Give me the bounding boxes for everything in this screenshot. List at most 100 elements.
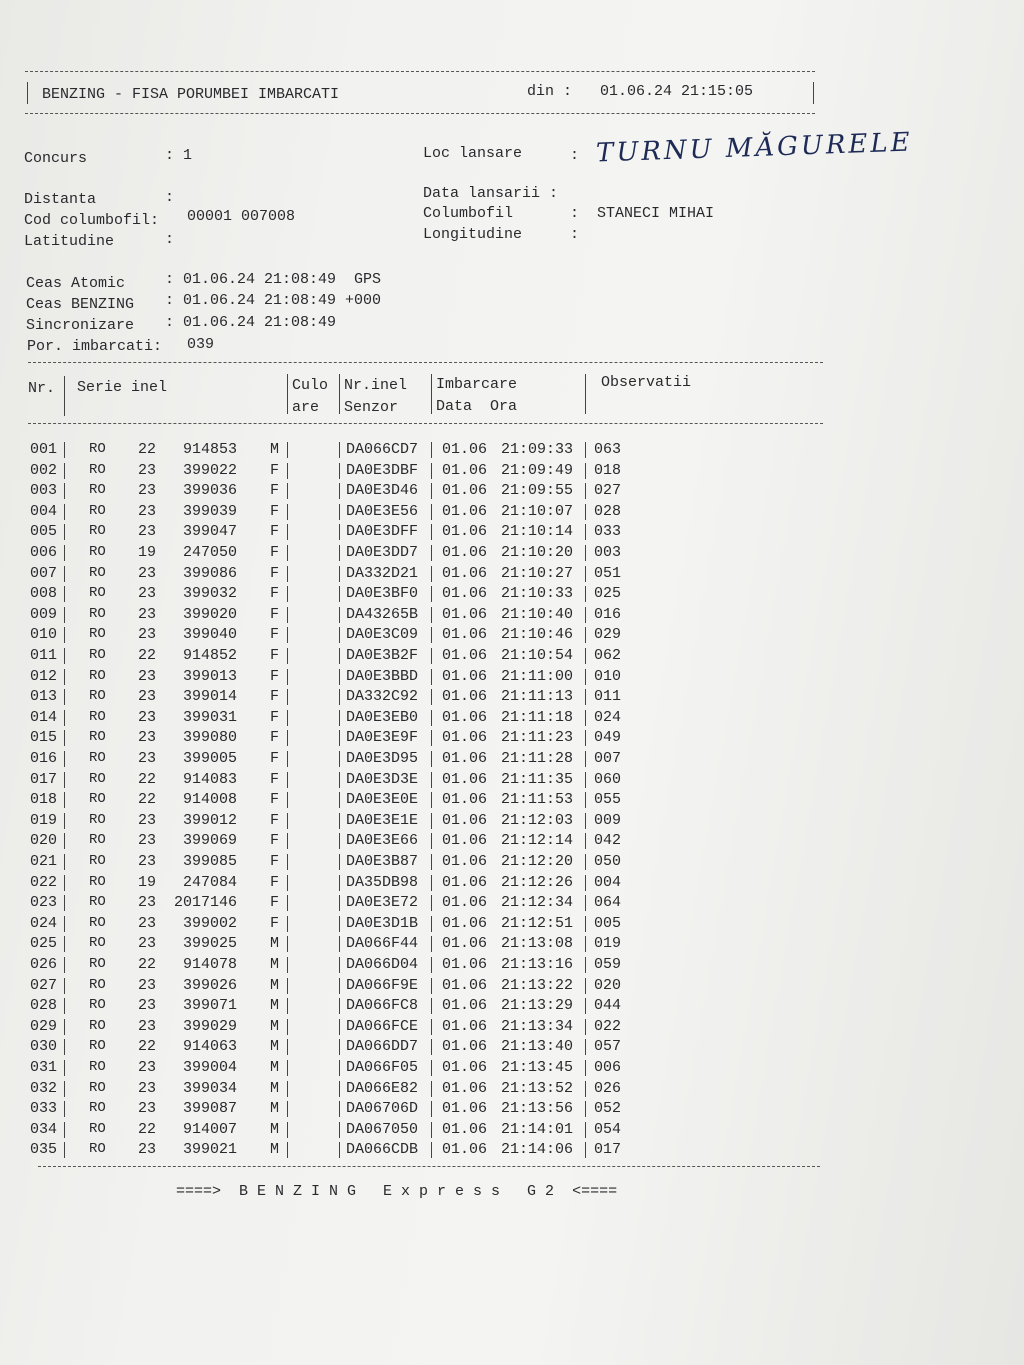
row-nr: 032 [30, 1079, 58, 1097]
row-nr: 022 [30, 873, 58, 891]
table-bottom-border [38, 1166, 820, 1167]
row-nr: 007 [30, 564, 58, 582]
boarding-time: 21:10:40 [501, 605, 574, 623]
row-nr: 019 [30, 811, 58, 829]
longitudine-value: : [570, 226, 580, 243]
ring-number: 399002 [183, 914, 238, 932]
sensor-id: DA35DB98 [346, 873, 419, 891]
sensor-id: DA0E3B2F [346, 647, 419, 664]
column-divider [585, 442, 586, 458]
column-divider [64, 689, 65, 706]
table-row: 017 RO 22 914083 F DA0E3D3E 01.06 21:11:35 060 [0, 771, 900, 789]
sex: M [270, 1038, 280, 1056]
column-divider [287, 627, 288, 644]
sex: F [270, 482, 280, 500]
column-divider [585, 524, 586, 541]
observation: 062 [594, 647, 622, 664]
column-divider [287, 1080, 288, 1097]
column-divider [287, 751, 288, 767]
column-divider [585, 648, 586, 664]
print-datetime: 01.06.24 21:15:05 [600, 83, 754, 100]
ring-year: 22 [138, 956, 157, 973]
sensor-id: DA066D04 [346, 956, 419, 973]
sensor-id: DA067050 [346, 1120, 419, 1138]
column-divider [64, 812, 65, 829]
table-row: 002 RO 23 399022 F DA0E3DBF 01.06 21:09:49 018 [0, 462, 900, 480]
boarding-date: 01.06 [442, 441, 488, 458]
ring-year: 23 [138, 750, 157, 767]
ring-year: 22 [138, 1038, 157, 1056]
table-row: 003 RO 23 399036 F DA0E3D46 01.06 21:09:55 027 [0, 482, 900, 500]
table-row: 012 RO 23 399013 F DA0E3BBD 01.06 21:11:00 010 [0, 668, 900, 686]
column-divider [64, 771, 65, 788]
sensor-id: DA332D21 [346, 564, 419, 582]
column-divider [585, 771, 586, 788]
column-divider [585, 854, 586, 870]
row-nr: 003 [30, 482, 58, 500]
ring-number: 399087 [183, 1100, 238, 1118]
header-culoare-2: are [292, 399, 320, 416]
ring-number: 399014 [183, 688, 238, 706]
column-divider [431, 442, 432, 458]
column-divider [585, 545, 586, 561]
column-divider [287, 503, 288, 520]
boarding-time: 21:11:35 [501, 770, 574, 788]
table-row: 015 RO 23 399080 F DA0E3E9F 01.06 21:11:23 049 [0, 729, 900, 747]
por-imbarcati-value: 039 [187, 336, 215, 353]
column-divider [287, 977, 288, 994]
table-header-border [28, 423, 823, 424]
column-divider [585, 936, 586, 953]
row-nr: 016 [30, 750, 58, 767]
ring-number: 399021 [183, 1141, 238, 1159]
column-divider [339, 1142, 340, 1159]
ring-year: 19 [138, 544, 157, 561]
ring-number: 399085 [183, 853, 238, 870]
boarding-time: 21:10:27 [501, 564, 574, 582]
ring-country: RO [89, 461, 106, 478]
column-divider [287, 998, 288, 1015]
sex: F [270, 832, 280, 850]
header-divider [339, 374, 340, 414]
boarding-date: 01.06 [442, 502, 488, 520]
boarding-time: 21:13:45 [501, 1059, 574, 1076]
boarding-time: 21:12:20 [501, 853, 574, 870]
ceas-atomic-label: Ceas Atomic [26, 275, 126, 292]
column-divider [431, 709, 432, 726]
boarding-date: 01.06 [442, 1100, 488, 1118]
column-divider [339, 771, 340, 788]
row-nr: 005 [30, 523, 58, 541]
column-divider [64, 648, 65, 664]
header-culoare-1: Culo [292, 377, 329, 394]
column-divider [287, 730, 288, 747]
boarding-date: 01.06 [442, 647, 488, 664]
column-divider [339, 545, 340, 561]
boarding-date: 01.06 [442, 894, 488, 912]
sensor-id: DA06706D [346, 1100, 419, 1118]
table-row: 029 RO 23 399029 M DA066FCE 01.06 21:13:34 022 [0, 1018, 900, 1036]
table-row: 014 RO 23 399031 F DA0E3EB0 01.06 21:11:18 024 [0, 709, 900, 727]
ring-year: 23 [138, 832, 157, 850]
sensor-id: DA332C92 [346, 688, 419, 706]
header-nr-inel: Nr.inel [344, 377, 408, 394]
column-divider [585, 812, 586, 829]
table-row: 022 RO 19 247084 F DA35DB98 01.06 21:12:26 004 [0, 874, 900, 892]
ring-year: 23 [138, 564, 157, 582]
header-observatii: Observatii [601, 374, 692, 391]
ring-country: RO [89, 667, 106, 684]
sex: M [270, 1141, 280, 1159]
column-divider [339, 648, 340, 664]
ring-number: 399040 [183, 626, 238, 644]
table-row: 028 RO 23 399071 M DA066FC8 01.06 21:13:29 044 [0, 997, 900, 1015]
column-divider [431, 936, 432, 953]
ring-year: 23 [138, 894, 157, 912]
boarding-time: 21:10:14 [501, 523, 574, 541]
column-divider [287, 936, 288, 953]
ring-number: 399036 [183, 482, 238, 500]
column-divider [585, 1121, 586, 1138]
sensor-id: DA0E3E1E [346, 811, 419, 829]
sensor-id: DA0E3EB0 [346, 708, 419, 726]
column-divider [287, 957, 288, 973]
column-divider [287, 1142, 288, 1159]
sincronizare-label: Sincronizare [26, 317, 135, 334]
observation: 024 [594, 708, 622, 726]
